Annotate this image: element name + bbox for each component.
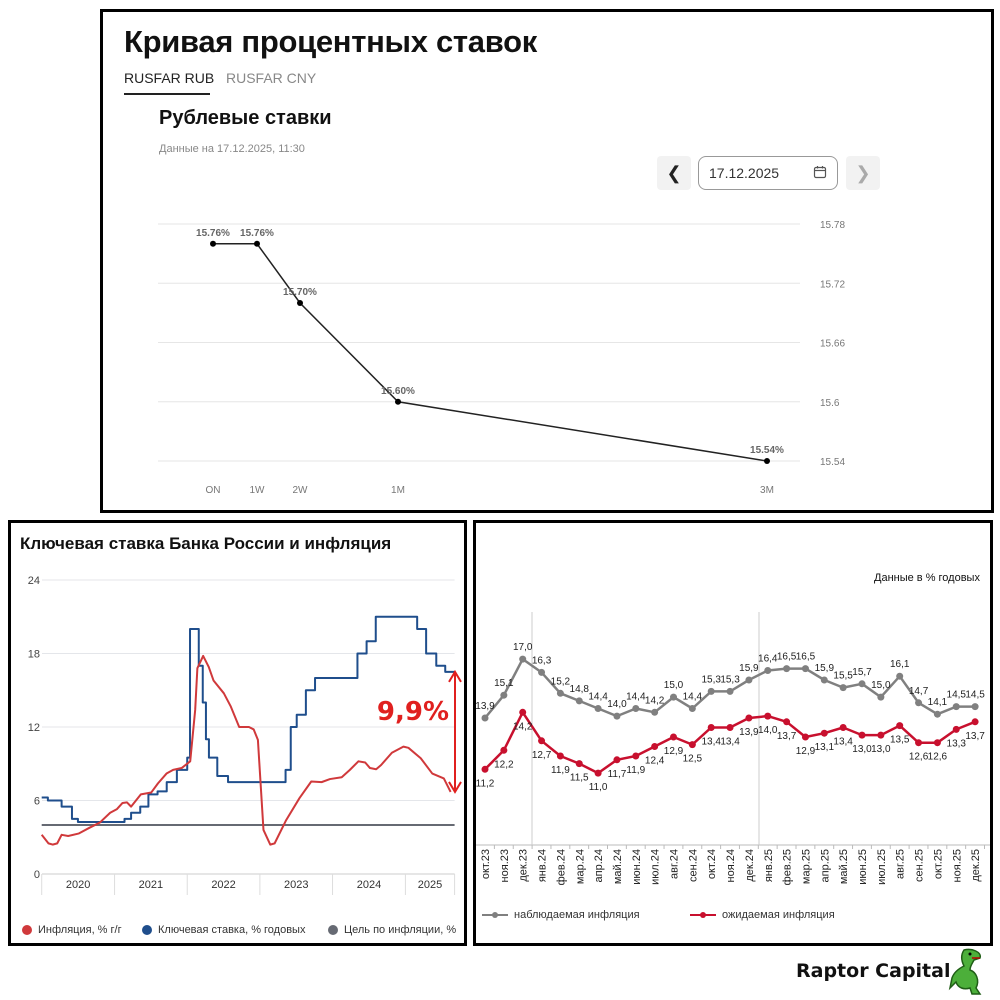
legend-label: Ключевая ставка, % годовых [158,924,306,936]
key-rate-panel [8,520,467,946]
brand-name: Raptor Capital [796,960,951,982]
legend-label: наблюдаемая инфляция [514,909,640,921]
legend-item-inflation: Инфляция, % г/г [22,924,122,936]
legend-dot [142,925,152,935]
date-input[interactable]: 17.12.2025 [698,156,838,190]
calendar-icon[interactable] [813,165,827,182]
date-value: 17.12.2025 [709,165,780,181]
legend-item-key-rate: Ключевая ставка, % годовых [142,924,305,936]
legend-marker [690,912,716,918]
legend-label: Инфляция, % г/г [38,924,122,936]
legend-marker [482,912,508,918]
units-note: Данные в % годовых [874,572,980,584]
legend-item-observed: наблюдаемая инфляция [482,909,640,921]
data-timestamp: Данные на 17.12.2025, 11:30 [159,143,305,155]
page-title: Кривая процентных ставок [124,24,537,59]
chevron-left-icon: ❮ [666,162,682,183]
legend-item-expected: ожидаемая инфляция [690,909,835,921]
legend-dot [22,925,32,935]
key-rate-chart-title: Ключевая ставка Банка России и инфляция [20,534,392,553]
active-tab-indicator [124,93,210,95]
chevron-right-icon: ❯ [855,162,871,183]
legend-label: ожидаемая инфляция [722,909,835,921]
tab-rusfar-cny[interactable]: RUSFAR CNY [226,70,317,86]
tab-rusfar-rub[interactable]: RUSFAR RUB [124,70,215,86]
legend-item-target: Цель по инфляции, % [328,924,456,936]
legend-label: Цель по инфляции, % [344,924,457,936]
section-title: Рублевые ставки [159,107,332,129]
next-date-button[interactable]: ❯ [846,156,880,190]
prev-date-button[interactable]: ❮ [657,156,691,190]
raptor-dinosaur-logo [948,948,982,995]
legend-dot [328,925,338,935]
